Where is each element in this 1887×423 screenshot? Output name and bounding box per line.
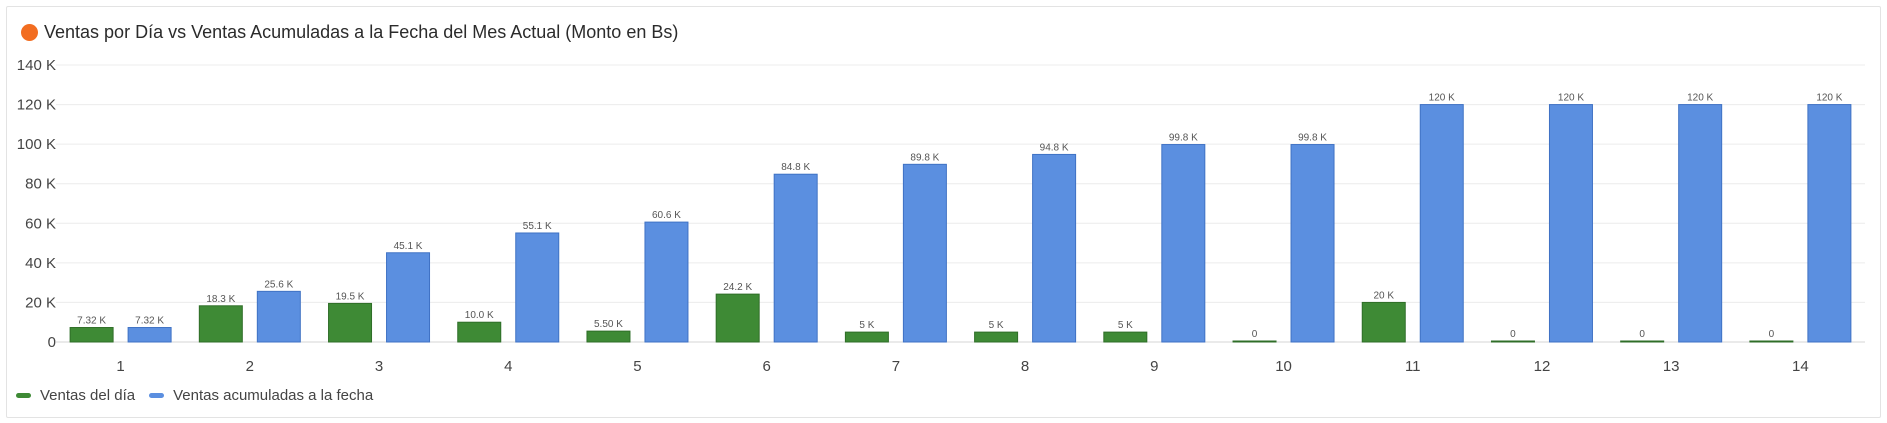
- bar: [1419, 104, 1464, 343]
- bar: [256, 290, 301, 343]
- legend-swatch-daily: [16, 393, 31, 398]
- data-label: 55.1 K: [523, 221, 552, 232]
- data-label: 60.6 K: [652, 210, 681, 221]
- data-label: 10.0 K: [465, 310, 494, 321]
- data-label: 120 K: [1816, 93, 1842, 104]
- data-label: 20 K: [1373, 290, 1394, 301]
- bar: [1620, 340, 1665, 343]
- bar: [1290, 144, 1335, 343]
- bar: [198, 305, 243, 343]
- data-label: 94.8 K: [1040, 142, 1069, 153]
- y-tick-label: 0: [48, 334, 56, 351]
- data-label: 5 K: [1118, 320, 1133, 331]
- legend-label-daily: Ventas del día: [40, 387, 136, 404]
- bar: [844, 331, 889, 343]
- data-label: 5 K: [989, 320, 1004, 331]
- bar: [515, 232, 560, 343]
- data-label: 120 K: [1429, 93, 1455, 104]
- data-label: 99.8 K: [1298, 133, 1327, 144]
- x-tick-label: 1: [116, 358, 124, 375]
- x-tick-label: 3: [375, 358, 383, 375]
- bar: [1232, 340, 1277, 343]
- y-tick-label: 20 K: [25, 294, 56, 311]
- bar: [1548, 104, 1593, 343]
- x-tick-label: 7: [892, 358, 900, 375]
- data-label: 45.1 K: [394, 241, 423, 252]
- y-tick-label: 80 K: [25, 176, 56, 193]
- data-label: 120 K: [1687, 93, 1713, 104]
- bar: [773, 173, 818, 343]
- bar: [902, 163, 947, 343]
- data-label: 89.8 K: [910, 152, 939, 163]
- data-label: 0: [1252, 329, 1258, 340]
- bar: [69, 327, 114, 343]
- chart-legend: Ventas del día Ventas acumuladas a la fe…: [16, 387, 387, 404]
- data-label: 19.5 K: [336, 291, 365, 302]
- x-tick-label: 8: [1021, 358, 1029, 375]
- data-label: 120 K: [1558, 93, 1584, 104]
- bar: [1749, 340, 1794, 343]
- legend-item-cumulative[interactable]: Ventas acumuladas a la fecha: [149, 387, 373, 404]
- status-dot-icon: [21, 23, 38, 41]
- bar: [974, 331, 1019, 343]
- bar: [1678, 104, 1723, 343]
- bar: [1032, 153, 1077, 343]
- data-label: 0: [1769, 329, 1775, 340]
- legend-item-daily[interactable]: Ventas del día: [16, 387, 135, 404]
- data-label: 84.8 K: [781, 162, 810, 173]
- data-label: 5.50 K: [594, 319, 623, 330]
- x-tick-label: 13: [1663, 358, 1680, 375]
- bar: [586, 330, 631, 343]
- chart-title: Ventas por Día vs Ventas Acumuladas a la…: [44, 21, 679, 42]
- data-label: 99.8 K: [1169, 133, 1198, 144]
- data-label: 5 K: [859, 320, 874, 331]
- x-tick-label: 2: [246, 358, 254, 375]
- x-tick-label: 12: [1534, 358, 1551, 375]
- y-tick-label: 140 K: [17, 57, 56, 74]
- bar: [644, 221, 689, 343]
- bar: [1361, 301, 1406, 343]
- data-label: 0: [1639, 329, 1645, 340]
- bar: [328, 302, 373, 343]
- x-tick-label: 9: [1150, 358, 1158, 375]
- bar: [1807, 104, 1852, 343]
- bar: [386, 252, 431, 343]
- y-tick-label: 40 K: [25, 255, 56, 272]
- x-tick-label: 10: [1275, 358, 1292, 375]
- bar: [127, 327, 172, 343]
- y-tick-label: 100 K: [17, 136, 56, 153]
- y-tick-label: 60 K: [25, 215, 56, 232]
- x-tick-label: 14: [1792, 358, 1809, 375]
- x-tick-label: 11: [1405, 358, 1421, 375]
- legend-swatch-cumulative: [149, 393, 165, 398]
- data-label: 7.32 K: [77, 316, 106, 327]
- x-tick-label: 4: [504, 358, 512, 375]
- x-tick-label: 6: [763, 358, 771, 375]
- data-label: 7.32 K: [135, 316, 164, 327]
- bar: [715, 293, 760, 343]
- x-tick-label: 5: [633, 358, 641, 375]
- legend-label-cumulative: Ventas acumuladas a la fecha: [173, 387, 374, 404]
- data-label: 0: [1510, 329, 1516, 340]
- data-label: 24.2 K: [723, 282, 752, 293]
- data-label: 18.3 K: [206, 294, 235, 305]
- data-label: 25.6 K: [264, 279, 293, 290]
- bar: [457, 321, 502, 343]
- bar: [1161, 144, 1206, 343]
- bar: [1103, 331, 1148, 343]
- bar: [1490, 340, 1535, 343]
- chart-header: Ventas por Día vs Ventas Acumuladas a la…: [21, 18, 678, 46]
- y-tick-label: 120 K: [17, 97, 56, 114]
